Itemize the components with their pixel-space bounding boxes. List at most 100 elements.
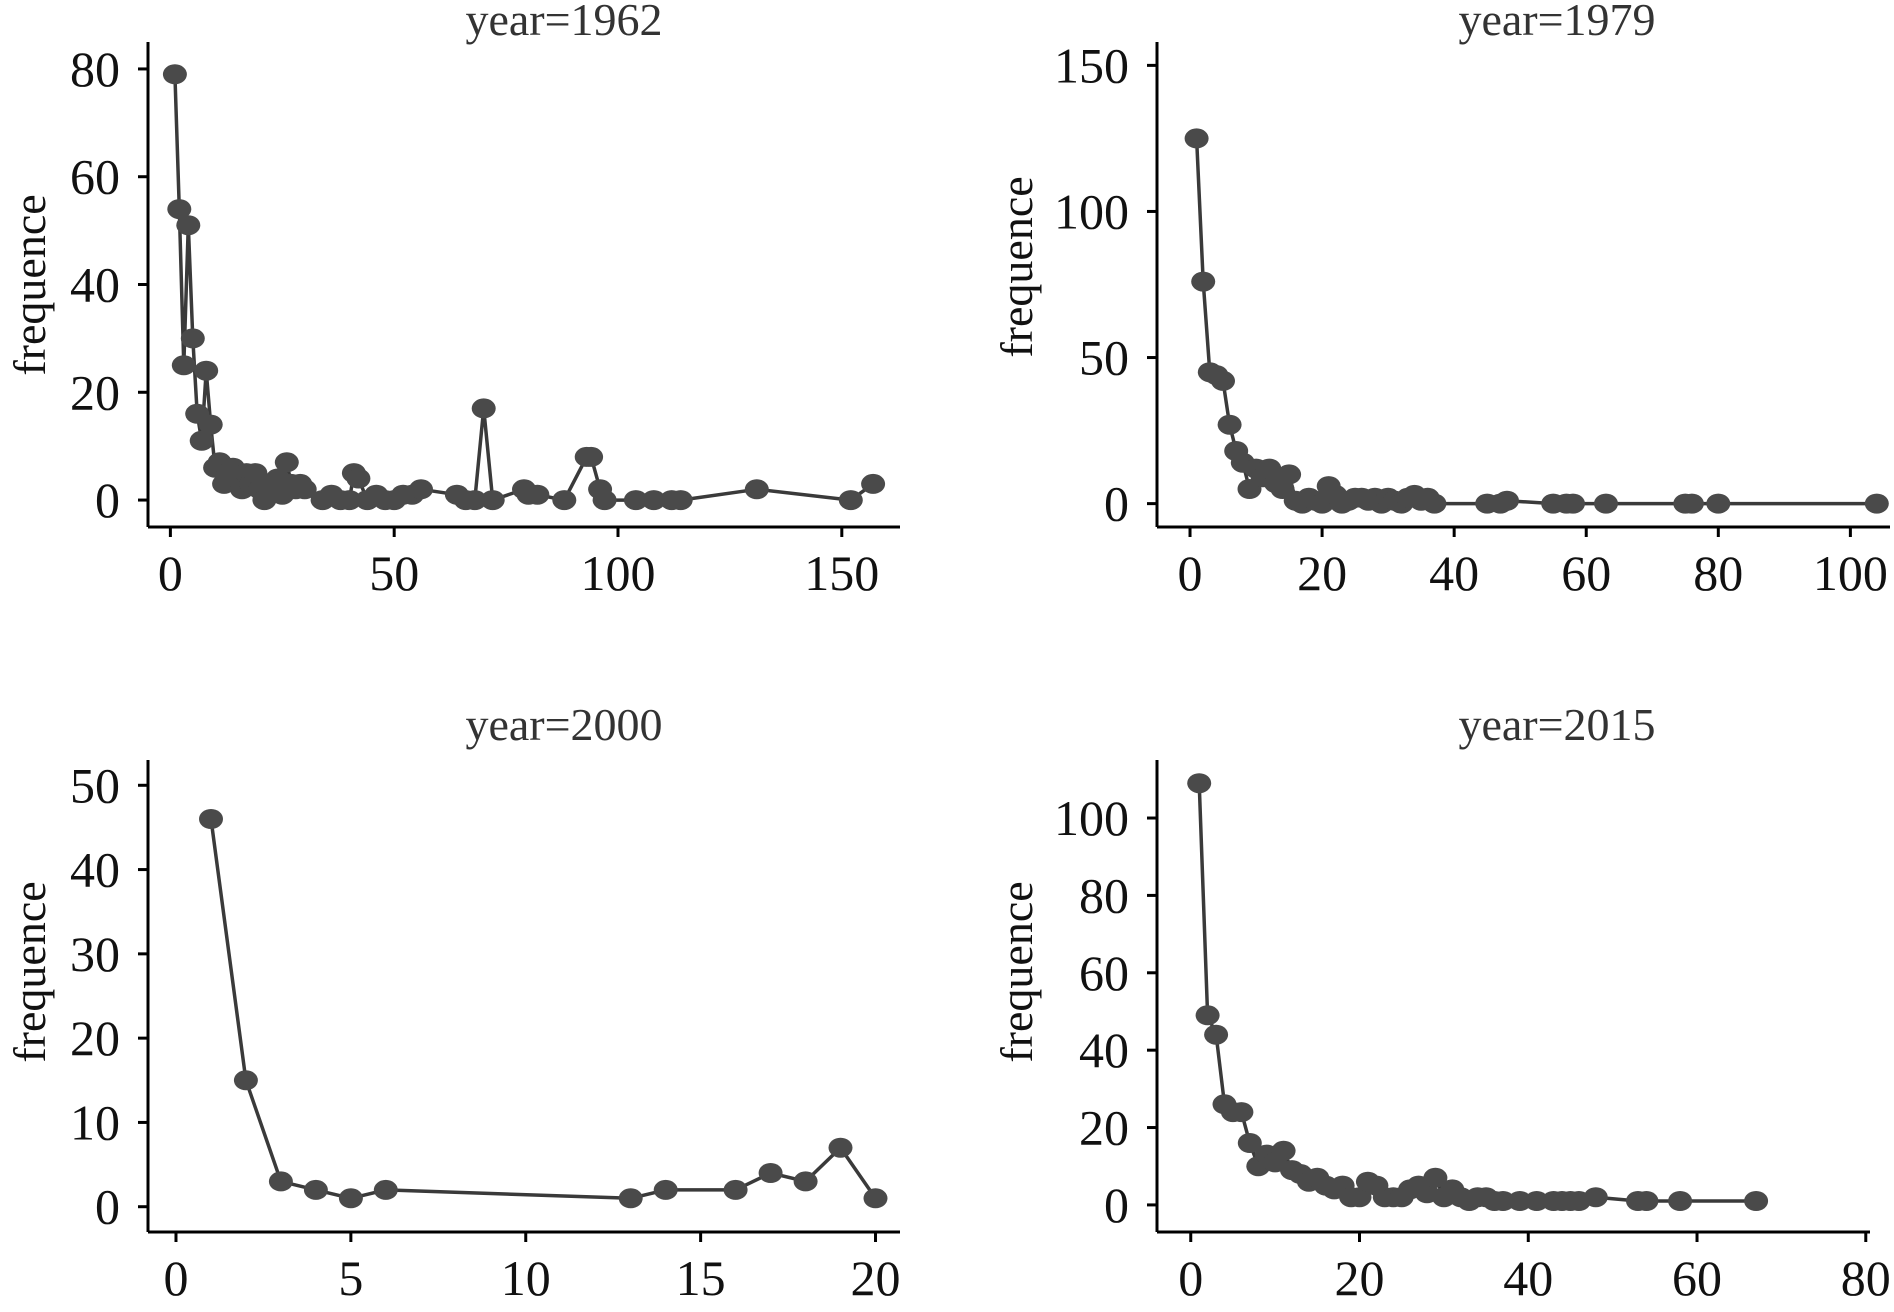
data-point [1864,493,1889,514]
data-point [1744,1191,1769,1211]
series-line [173,74,875,502]
data-point [1423,1167,1448,1188]
data-point [861,473,886,494]
data-point [1217,414,1242,435]
data-point [409,479,433,500]
y-tick-label: 40 [70,842,120,898]
y-tick-label: 0 [95,472,120,528]
x-tick-label: 20 [851,1250,901,1306]
series-line [1194,138,1877,506]
data-point [552,490,577,511]
x-tick-label: 10 [501,1250,551,1306]
data-point [1204,1024,1229,1045]
x-tick-label: 40 [1503,1250,1553,1306]
y-tick-label: 40 [70,257,120,313]
data-point [793,1171,818,1192]
data-point [579,446,604,467]
data-point [1594,493,1618,514]
data-point [167,199,192,220]
y-tick-label: 40 [1079,1022,1129,1078]
x-tick-label: 60 [1561,545,1611,601]
data-point [758,1163,783,1183]
panel-title: year=1962 [465,0,662,45]
data-point [268,1171,293,1192]
data-point [1495,490,1519,511]
data-point [1187,773,1212,794]
data-point [292,479,317,500]
y-tick-label: 60 [70,149,120,205]
chart-panel-2: year=1979 frequence 0 20 40 60 80 100 0 50 100 150 [991,0,1890,601]
data-point [199,809,223,829]
data-point [471,398,496,419]
data-point [462,490,487,511]
y-axis-label: frequence [991,176,1042,357]
data-point [1524,1191,1549,1211]
y-tick-label: 20 [70,1010,120,1066]
data-point [1271,1140,1296,1161]
data-point [1561,493,1585,514]
data-point [189,430,214,451]
y-tick-label: 100 [1054,183,1129,239]
x-tick-label: 5 [338,1250,363,1306]
data-point [1229,1102,1254,1123]
y-tick-label: 50 [70,757,120,813]
x-tick-label: 40 [1429,545,1479,601]
panel-title: year=2015 [1458,699,1655,750]
data-point [1195,1005,1220,1026]
data-point [373,1179,398,1200]
data-point [1706,493,1731,514]
x-tick-label: 100 [581,545,656,601]
y-tick-label: 30 [70,926,120,982]
x-tick-label: 0 [158,545,183,601]
data-point [337,490,362,511]
y-tick-label: 20 [1079,1100,1129,1156]
data-point [1237,1133,1262,1153]
chart-panel-4: year=2015 frequence 0 20 40 60 80 0 20 40 60 80 100 [991,699,1891,1306]
y-tick-label: 20 [70,364,120,420]
chart-panel-3: year=2000 frequence 0 5 10 15 20 0 10 20 30 40 50 [4,699,901,1306]
data-point [1583,1187,1608,1208]
panel-title: year=1979 [1458,0,1655,45]
data-point [194,360,219,381]
data-point [623,490,648,511]
data-point [1679,493,1704,514]
data-point [653,1179,678,1200]
x-tick-label: 0 [163,1250,188,1306]
data-point [171,355,196,376]
data-point [838,490,863,511]
data-point [592,490,617,511]
x-tick-label: 150 [804,545,879,601]
y-axis-label: frequence [991,881,1042,1062]
data-point [274,452,299,473]
data-point [180,328,205,349]
data-point [1668,1191,1693,1211]
data-point [1184,128,1209,149]
series-line [209,818,877,1201]
y-tick-label: 80 [1079,867,1129,923]
x-tick-label: 100 [1813,545,1888,601]
y-tick-label: 60 [1079,945,1129,1001]
data-point [198,414,223,435]
data-point [233,1070,258,1091]
data-point [338,1188,363,1209]
data-point [176,215,201,236]
y-tick-label: 0 [1104,476,1129,532]
x-tick-label: 15 [676,1250,726,1306]
x-tick-label: 20 [1335,1250,1385,1306]
data-point [1277,464,1302,485]
x-tick-label: 0 [1178,1250,1203,1306]
y-tick-label: 50 [1079,330,1129,386]
data-point [618,1188,643,1209]
data-point [303,1179,328,1200]
data-point [162,64,187,85]
data-point [863,1188,888,1209]
data-point [723,1179,748,1200]
data-point [1634,1191,1659,1211]
y-tick-label: 100 [1054,790,1129,846]
data-point [641,490,666,511]
y-tick-label: 10 [70,1094,120,1150]
data-point [1211,370,1235,391]
panel-title: year=2000 [465,699,662,750]
series-line [1197,783,1757,1203]
